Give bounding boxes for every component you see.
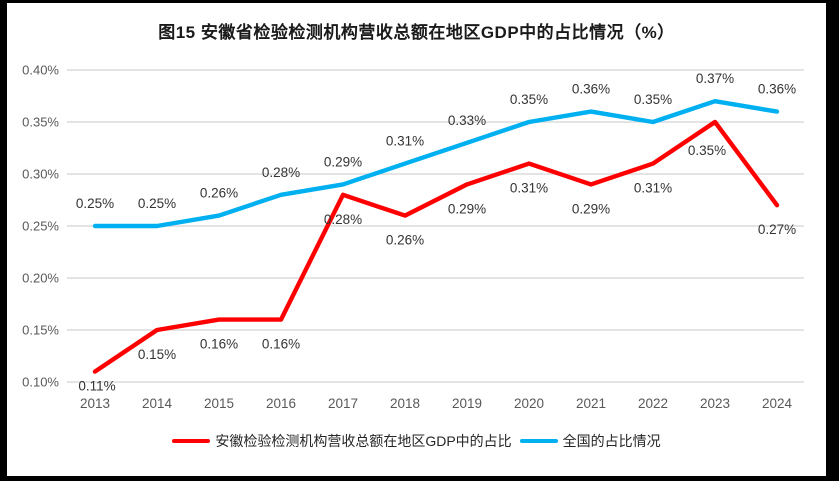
legend-label-national: 全国的占比情况 [562,433,661,449]
legend-item-national: 全国的占比情况 [519,431,661,451]
chart-canvas: 图15 安徽省检验检测机构营收总额在地区GDP中的占比情况（%） 安徽检验检测机… [7,3,826,476]
legend-item-anhui: 安徽检验检测机构营收总额在地区GDP中的占比 [172,431,512,451]
legend-label-anhui: 安徽检验检测机构营收总额在地区GDP中的占比 [215,433,512,449]
chart-legend: 安徽检验检测机构营收总额在地区GDP中的占比 全国的占比情况 [7,431,826,451]
legend-swatch-anhui [172,439,211,443]
chart-title: 图15 安徽省检验检测机构营收总额在地区GDP中的占比情况（%） [158,23,675,42]
legend-swatch-national [519,439,558,443]
